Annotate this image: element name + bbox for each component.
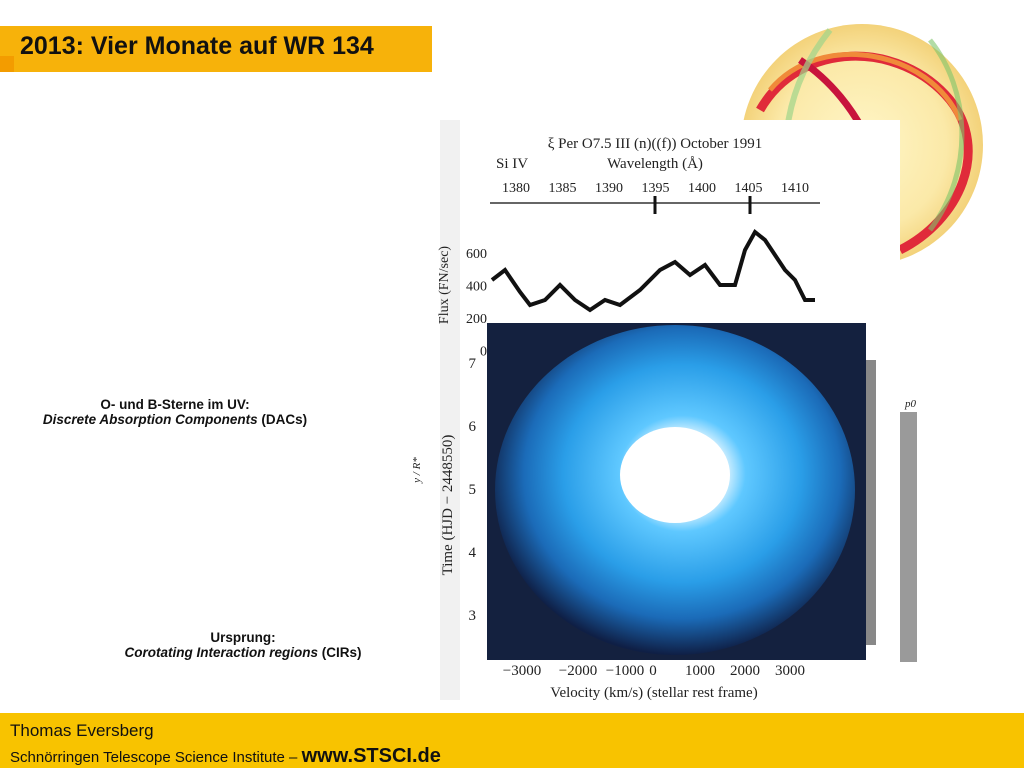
note-suffix: (DACs) <box>257 412 308 427</box>
note-heading: Ursprung: <box>210 630 276 645</box>
nebula-image <box>487 323 866 660</box>
tick-label: 1400 <box>688 181 716 196</box>
title-bar <box>0 26 432 72</box>
axis-label: Time (HJD − 2448550) <box>440 435 456 576</box>
corner-label: p0 <box>904 398 917 410</box>
tick-label: 2000 <box>730 663 760 679</box>
institute: Schnörringen Telescope Science Institute… <box>10 745 441 768</box>
note: Ursprung: Corotating Interaction regions… <box>60 630 426 660</box>
author: Thomas Eversberg <box>10 721 154 740</box>
institute-name: Schnörringen Telescope Science Institute… <box>10 749 302 766</box>
tick-label: 400 <box>466 280 487 295</box>
tick-label: 7 <box>469 356 477 372</box>
website-link[interactable]: www.STSCI.de <box>301 745 441 767</box>
side-label: y / R* <box>411 457 423 484</box>
note-italic: Discrete Absorption Components <box>42 412 258 427</box>
tick-label: −3000 <box>503 663 541 679</box>
figure-title: ξ Per O7.5 III (n)((f)) October 1991 <box>548 136 763 152</box>
tick-label: 200 <box>466 312 487 327</box>
axis-label: Velocity (km/s) (stellar rest frame) <box>550 685 757 701</box>
tick-label: 1380 <box>502 181 530 196</box>
tick-label: −2000 <box>559 663 597 679</box>
tick-label: 4 <box>469 545 477 561</box>
tick-label: 3000 <box>775 663 805 679</box>
axis-label: Flux (FN/sec) <box>437 246 452 325</box>
slide-title: 2013: Vier Monate auf WR 134 <box>20 32 374 60</box>
tick-label: 1385 <box>549 181 577 196</box>
tick-label: 600 <box>466 247 487 262</box>
tick-label: 1405 <box>735 181 763 196</box>
tick-label: 0 <box>649 663 657 679</box>
axis-label: Wavelength (Å) <box>607 156 703 172</box>
note: O- und B-Sterne im UV: Discrete Absorpti… <box>0 397 350 427</box>
title-notch <box>0 56 14 72</box>
footer <box>0 713 1024 768</box>
tick-label: 1390 <box>595 181 623 196</box>
tick-label: 1410 <box>781 181 809 196</box>
line-label: Si IV <box>496 156 528 172</box>
tick-label: 0 <box>480 345 487 360</box>
note-italic: Corotating Interaction regions <box>124 645 318 660</box>
tick-label: 1395 <box>642 181 670 196</box>
figures: ξ Per O7.5 III (n)((f)) October 1991 Si … <box>411 24 983 701</box>
note-heading: O- und B-Sterne im UV: <box>100 397 250 412</box>
tick-label: 5 <box>469 482 477 498</box>
tick-label: 3 <box>469 608 477 624</box>
note-suffix: (CIRs) <box>318 645 362 660</box>
tick-label: 6 <box>469 419 477 435</box>
tick-label: −1000 <box>606 663 644 679</box>
tick-label: 1000 <box>685 663 715 679</box>
